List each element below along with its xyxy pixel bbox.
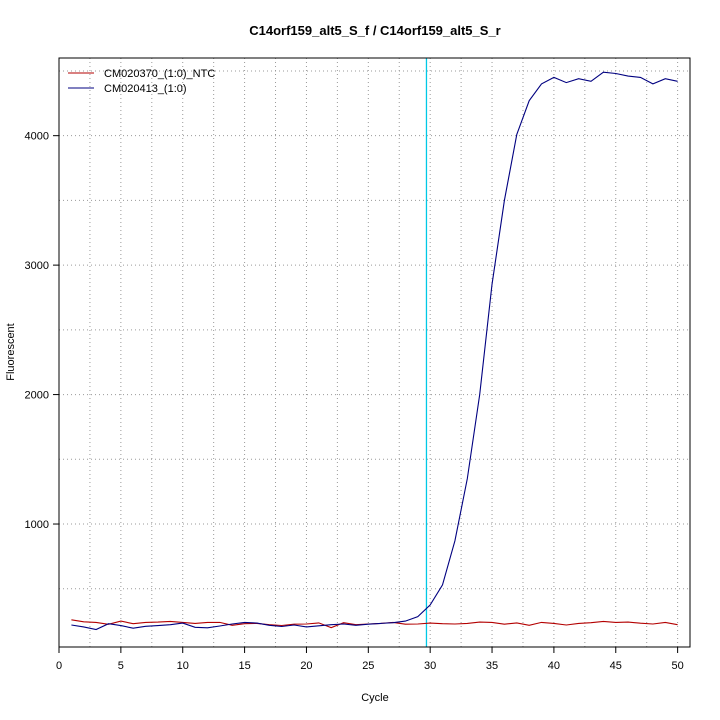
x-tick-label: 30	[424, 660, 436, 672]
y-tick-label: 4000	[25, 131, 49, 143]
y-tick-label: 2000	[25, 390, 49, 402]
x-tick-label: 0	[56, 660, 62, 672]
series-layer	[71, 71, 678, 631]
x-tick-label: 25	[362, 660, 374, 672]
plot-frame	[58, 57, 691, 648]
axes: 0 5 10 15 20 25 30 35 40 45 50 1000 2000 3000 4000	[25, 57, 691, 672]
grid	[59, 58, 690, 647]
x-tick-label: 20	[300, 660, 312, 672]
x-tick-label: 10	[177, 660, 189, 672]
legend-label-2: CM020413_(1:0)	[104, 83, 187, 95]
legend: CM020370_(1:0)_NTC CM020413_(1:0)	[68, 68, 215, 95]
x-tick-label: 40	[548, 660, 560, 672]
x-tick-label: 50	[672, 660, 684, 672]
y-axis-label: Fluorescent	[5, 323, 17, 380]
legend-label-1: CM020370_(1:0)_NTC	[104, 68, 215, 80]
y-tick-label: 1000	[25, 519, 49, 531]
x-tick-label: 45	[610, 660, 622, 672]
x-tick-label: 35	[486, 660, 498, 672]
x-tick-label: 15	[238, 660, 250, 672]
chart-title: C14orf159_alt5_S_f / C14orf159_alt5_S_r	[249, 23, 500, 38]
series-line-2	[71, 71, 678, 631]
x-axis-label: Cycle	[361, 692, 389, 704]
x-tick-label: 5	[118, 660, 124, 672]
y-tick-label: 3000	[25, 260, 49, 272]
